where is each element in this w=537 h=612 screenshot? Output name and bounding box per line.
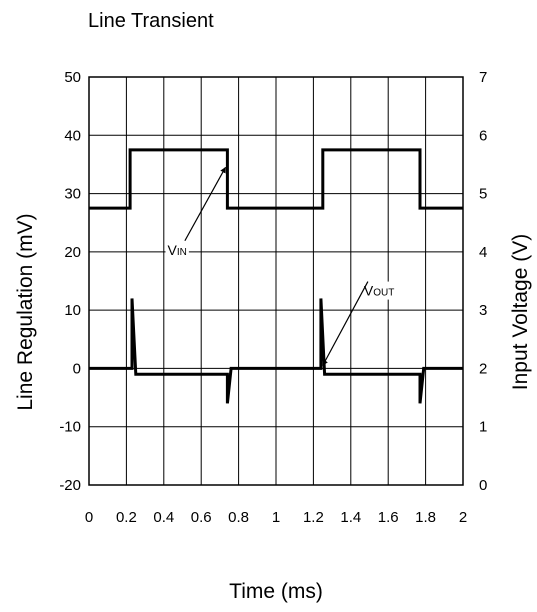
annotation-label-bg [361, 281, 397, 300]
right-y-tick-label: 6 [479, 127, 487, 144]
x-tick-label: 0 [85, 509, 93, 526]
annotation-label-bg [165, 240, 189, 259]
x-axis-label: Time (ms) [229, 580, 323, 603]
x-tick-label: 1 [272, 509, 280, 526]
right-y-tick-labels: 0 1 2 3 4 5 6 7 [479, 69, 487, 494]
plot-frame [88, 76, 464, 486]
left-y-tick-label: -10 [59, 419, 81, 436]
series-vin-line [89, 148, 463, 210]
left-y-tick-label: 50 [64, 69, 81, 86]
annotations: VIN VOUT [165, 166, 397, 367]
right-y-tick-label: 7 [479, 69, 487, 86]
x-tick-label: 1.8 [415, 509, 436, 526]
x-tick-label: 0.4 [153, 509, 174, 526]
right-y-tick-label: 4 [479, 244, 487, 261]
x-tick-label: 1.4 [340, 509, 361, 526]
left-y-tick-labels: -20 -10 0 10 20 30 40 50 [59, 69, 81, 494]
right-y-tick-label: 0 [479, 477, 487, 494]
right-y-tick-label: 2 [479, 360, 487, 377]
right-y-tick-label: 3 [479, 302, 487, 319]
left-y-tick-label: 20 [64, 244, 81, 261]
right-y-tick-label: 5 [479, 186, 487, 203]
annotation-arrow-in [184, 166, 227, 242]
left-y-tick-label: -20 [59, 477, 81, 494]
x-tick-label: 2 [459, 509, 467, 526]
x-tick-label: 1.6 [378, 509, 399, 526]
right-y-axis-label: Input Voltage (V) [509, 234, 532, 390]
left-y-tick-label: 30 [64, 186, 81, 203]
left-y-tick-label: 40 [64, 127, 81, 144]
left-y-axis-label: Line Regulation (mV) [14, 213, 37, 410]
series-lines [89, 148, 463, 404]
chart-title: Line Transient [88, 10, 214, 32]
left-y-tick-label: 0 [73, 360, 81, 377]
annotation-label-in: VIN [168, 242, 187, 258]
grid-lines [88, 76, 464, 486]
left-y-tick-label: 10 [64, 302, 81, 319]
x-tick-labels: 0 0.2 0.4 0.6 0.8 1 1.2 1.4 1.6 1.8 2 [85, 509, 467, 526]
annotation-arrow-out [322, 281, 369, 367]
annotation-label-out: VOUT [364, 283, 394, 299]
x-tick-label: 0.8 [228, 509, 249, 526]
series-vout-line [89, 298, 463, 404]
x-tick-label: 1.2 [303, 509, 324, 526]
x-tick-label: 0.2 [116, 509, 137, 526]
x-tick-label: 0.6 [191, 509, 212, 526]
right-y-tick-label: 1 [479, 419, 487, 436]
